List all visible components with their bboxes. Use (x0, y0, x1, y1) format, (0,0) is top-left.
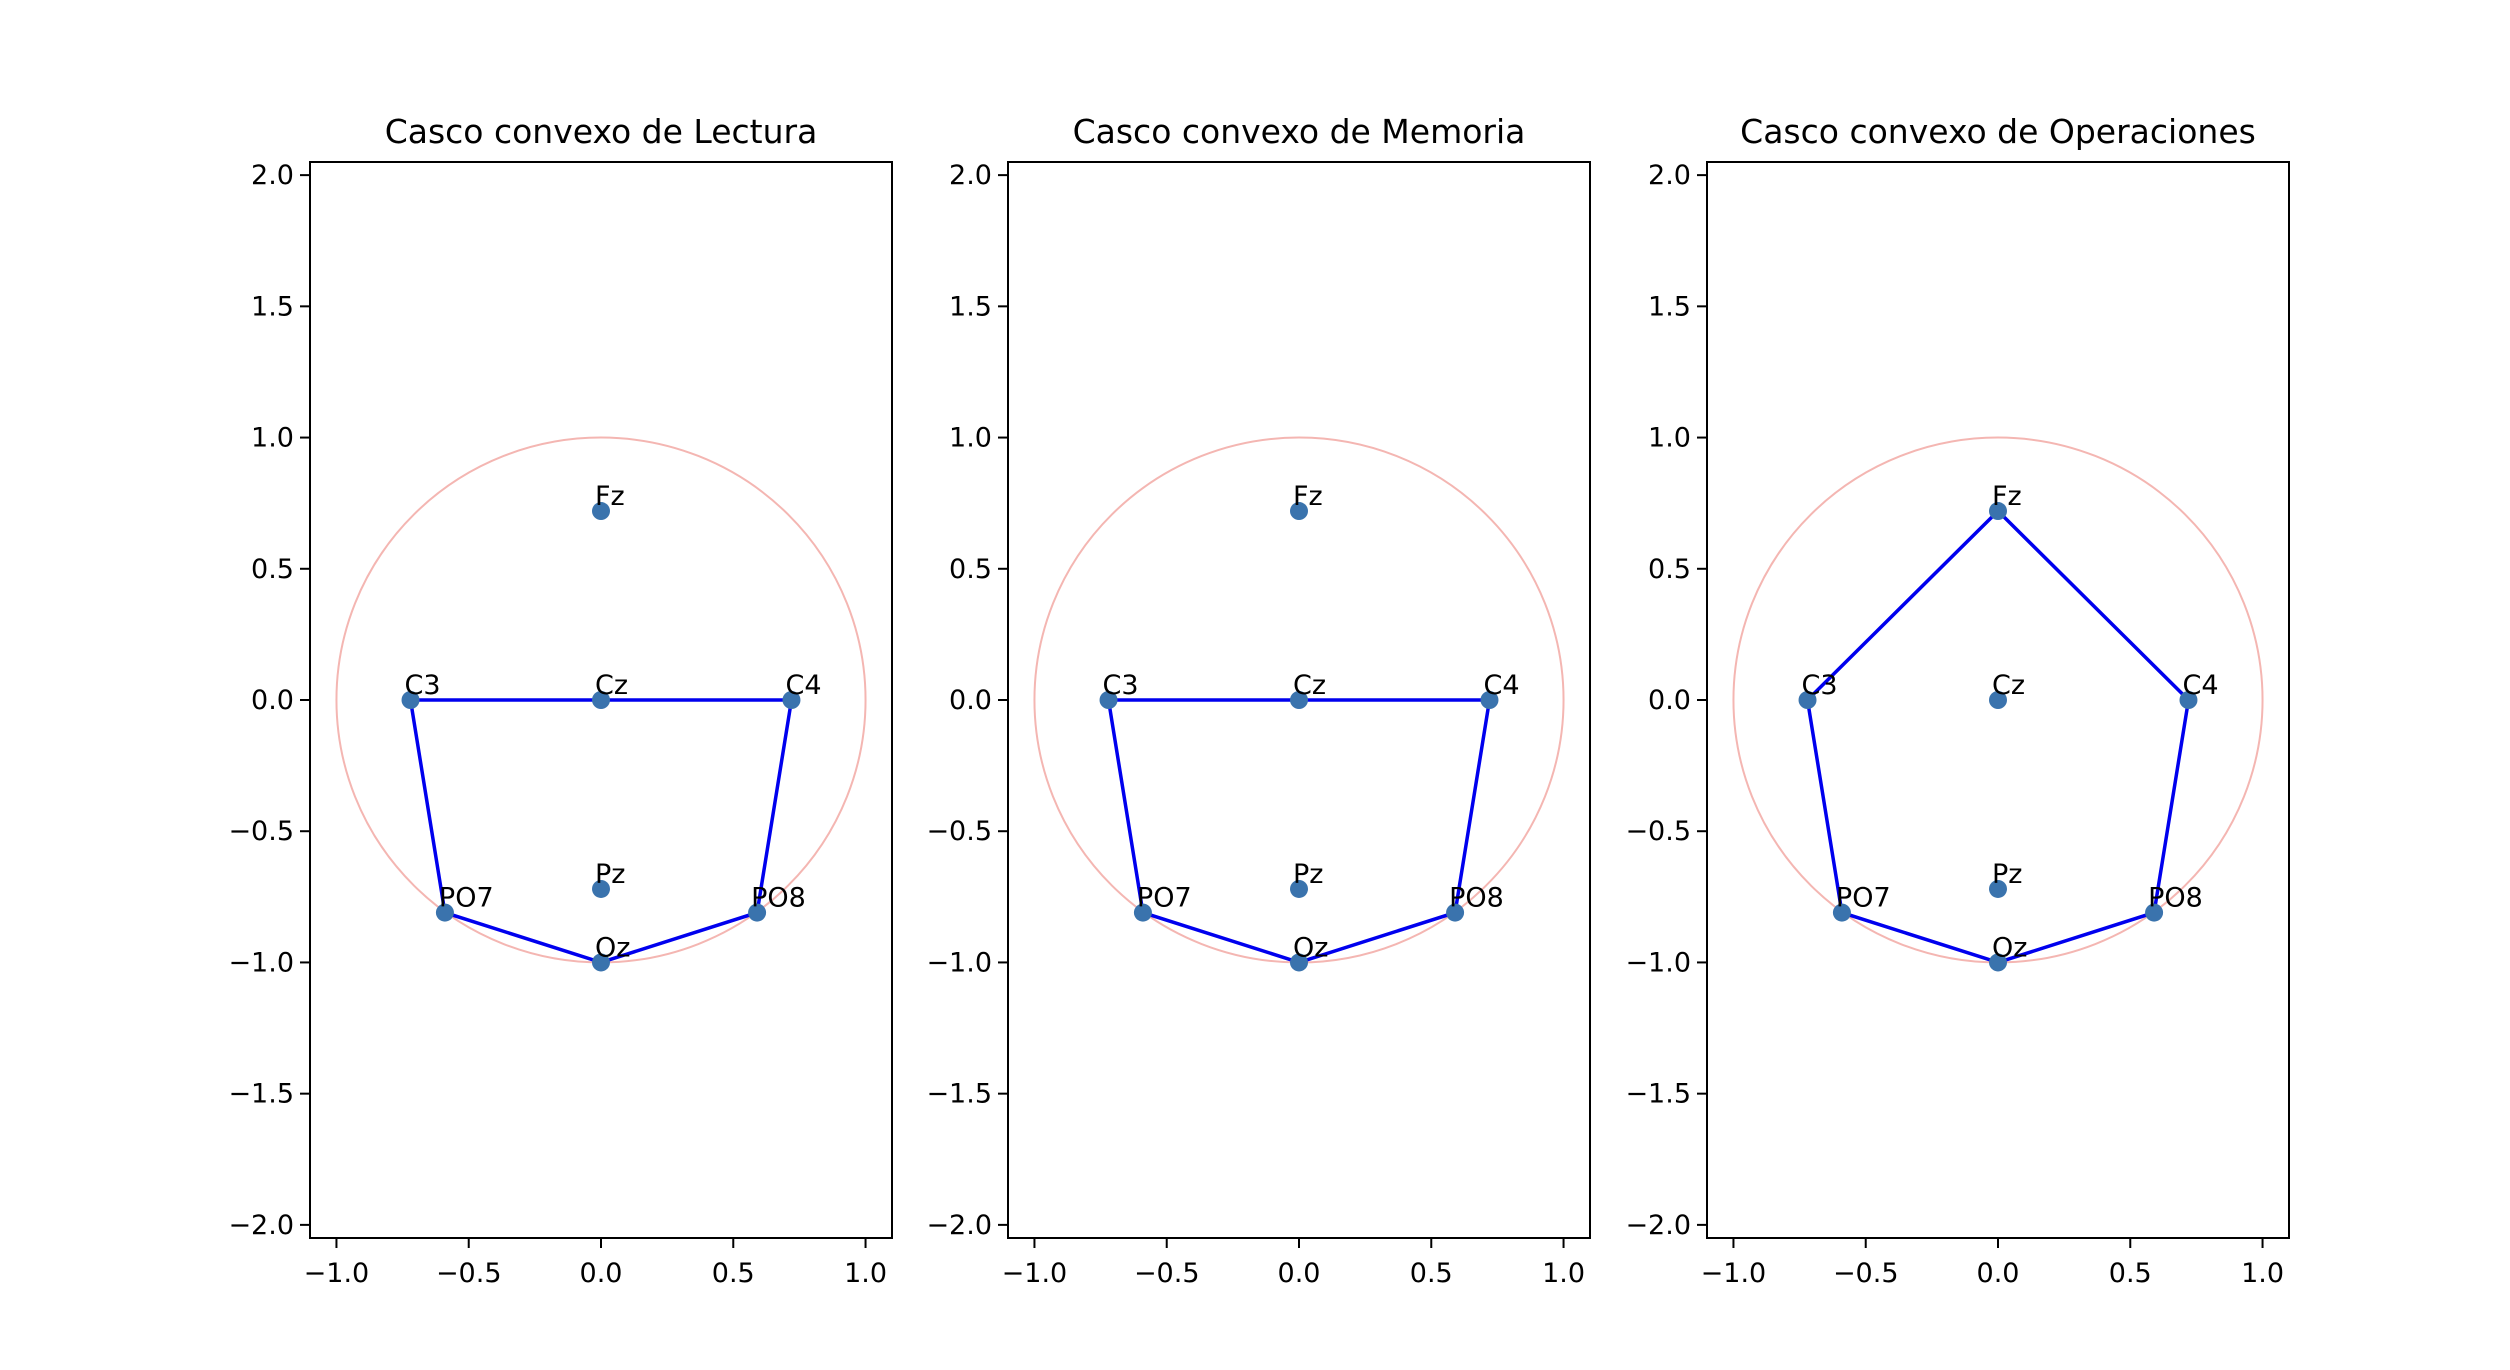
x-tick-label: 1.0 (1542, 1258, 1585, 1289)
y-tick-label: 0.5 (949, 554, 992, 585)
point-cz (1989, 691, 2007, 709)
point-pz (592, 879, 610, 898)
point-po8 (1446, 903, 1465, 922)
y-tick-label: 0.0 (251, 685, 294, 716)
y-tick-label: 1.0 (1648, 423, 1691, 454)
point-label-cz: Cz (595, 670, 628, 701)
point-po8 (748, 903, 767, 922)
point-fz (592, 502, 610, 521)
x-tick-label: 0.0 (1278, 1258, 1321, 1289)
point-po7 (1832, 903, 1851, 922)
point-label-oz: Oz (1992, 932, 2027, 963)
y-tick-label: −2.0 (228, 1210, 294, 1241)
point-label-pz: Pz (595, 859, 625, 890)
x-tick-label: 0.5 (2109, 1258, 2152, 1289)
point-label-cz: Cz (1293, 670, 1326, 701)
point-c3 (1099, 691, 1118, 709)
chart-panel-operaciones: Casco convexo de Operaciones Fz C3 Cz C4 Pz P… (1625, 112, 2290, 1289)
chart-title: Casco convexo de Operaciones (1740, 112, 2256, 151)
point-label-po8: PO8 (2148, 883, 2203, 914)
x-tick-label: −1.0 (304, 1258, 370, 1289)
chart-panel-memoria: Casco convexo de Memoria Fz C3 Cz C4 Pz PO7 Oz… (926, 112, 1591, 1289)
y-tick-label: 2.0 (251, 160, 294, 191)
point-oz (1989, 953, 2007, 972)
y-tick-label: 0.0 (949, 685, 992, 716)
y-tick-label: −1.0 (228, 947, 294, 978)
convex-hull-line (1106, 698, 1492, 965)
point-label-c3: C3 (1103, 670, 1139, 701)
point-label-po8: PO8 (751, 883, 806, 914)
y-tick-label: −0.5 (228, 816, 294, 847)
point-label-c4: C4 (1483, 670, 1519, 701)
point-label-oz: Oz (595, 932, 630, 963)
convex-hull-line (408, 698, 794, 965)
y-tick-label: −1.5 (1625, 1079, 1691, 1110)
x-tick-label: −1.0 (1002, 1258, 1068, 1289)
point-c4 (782, 691, 801, 709)
y-tick-label: 0.0 (1648, 685, 1691, 716)
y-tick-label: 1.0 (251, 423, 294, 454)
point-oz (592, 953, 610, 972)
point-fz (1290, 502, 1308, 521)
point-po7 (435, 903, 454, 922)
y-tick-label: 2.0 (1648, 160, 1691, 191)
point-cz (592, 691, 610, 709)
point-label-po7: PO7 (439, 883, 494, 914)
y-tick-label: −1.0 (926, 947, 992, 978)
point-cz (1290, 691, 1308, 709)
point-label-pz: Pz (1293, 859, 1323, 890)
point-c3 (401, 691, 420, 709)
chart-panel-lectura: Casco convexo de Lectura Fz C3 Cz C4 Pz PO7 Oz… (228, 112, 893, 1289)
point-label-po8: PO8 (1449, 883, 1504, 914)
x-tick-label: 0.5 (712, 1258, 755, 1289)
point-fz (1989, 502, 2007, 521)
x-tick-label: −1.0 (1701, 1258, 1767, 1289)
x-tick-label: 1.0 (844, 1258, 887, 1289)
y-tick-label: 1.0 (949, 423, 992, 454)
x-tick-label: −0.5 (1134, 1258, 1200, 1289)
point-label-oz: Oz (1293, 932, 1328, 963)
x-tick-label: 0.0 (1977, 1258, 2020, 1289)
y-tick-label: −1.5 (228, 1079, 294, 1110)
y-tick-label: 1.5 (949, 291, 992, 322)
point-po7 (1133, 903, 1152, 922)
point-label-po7: PO7 (1836, 883, 1891, 914)
y-tick-label: −2.0 (926, 1210, 992, 1241)
y-tick-label: −1.5 (926, 1079, 992, 1110)
x-tick-label: −0.5 (1833, 1258, 1899, 1289)
point-label-pz: Pz (1992, 859, 2022, 890)
y-tick-label: 1.5 (251, 291, 294, 322)
x-tick-label: 0.0 (580, 1258, 623, 1289)
point-c4 (2179, 691, 2198, 709)
point-label-c3: C3 (1802, 670, 1838, 701)
point-label-c4: C4 (785, 670, 821, 701)
y-tick-label: 1.5 (1648, 291, 1691, 322)
y-tick-label: 0.5 (251, 554, 294, 585)
point-pz (1290, 879, 1308, 898)
point-label-fz: Fz (595, 481, 625, 512)
y-tick-label: 0.5 (1648, 554, 1691, 585)
chart-title: Casco convexo de Memoria (1073, 112, 1526, 151)
point-pz (1989, 879, 2007, 898)
x-tick-label: −0.5 (436, 1258, 502, 1289)
point-label-c3: C3 (405, 670, 441, 701)
x-tick-label: 1.0 (2241, 1258, 2284, 1289)
point-c4 (1480, 691, 1499, 709)
point-label-cz: Cz (1992, 670, 2025, 701)
y-tick-label: −1.0 (1625, 947, 1691, 978)
point-oz (1290, 953, 1308, 972)
y-tick-label: −2.0 (1625, 1210, 1691, 1241)
point-label-fz: Fz (1992, 481, 2022, 512)
point-label-c4: C4 (2182, 670, 2218, 701)
y-tick-label: 2.0 (949, 160, 992, 191)
chart-title: Casco convexo de Lectura (385, 112, 818, 151)
point-c3 (1798, 691, 1817, 709)
y-tick-label: −0.5 (926, 816, 992, 847)
point-po8 (2145, 903, 2164, 922)
x-tick-label: 0.5 (1410, 1258, 1453, 1289)
point-label-fz: Fz (1293, 481, 1323, 512)
y-tick-label: −0.5 (1625, 816, 1691, 847)
point-label-po7: PO7 (1137, 883, 1192, 914)
